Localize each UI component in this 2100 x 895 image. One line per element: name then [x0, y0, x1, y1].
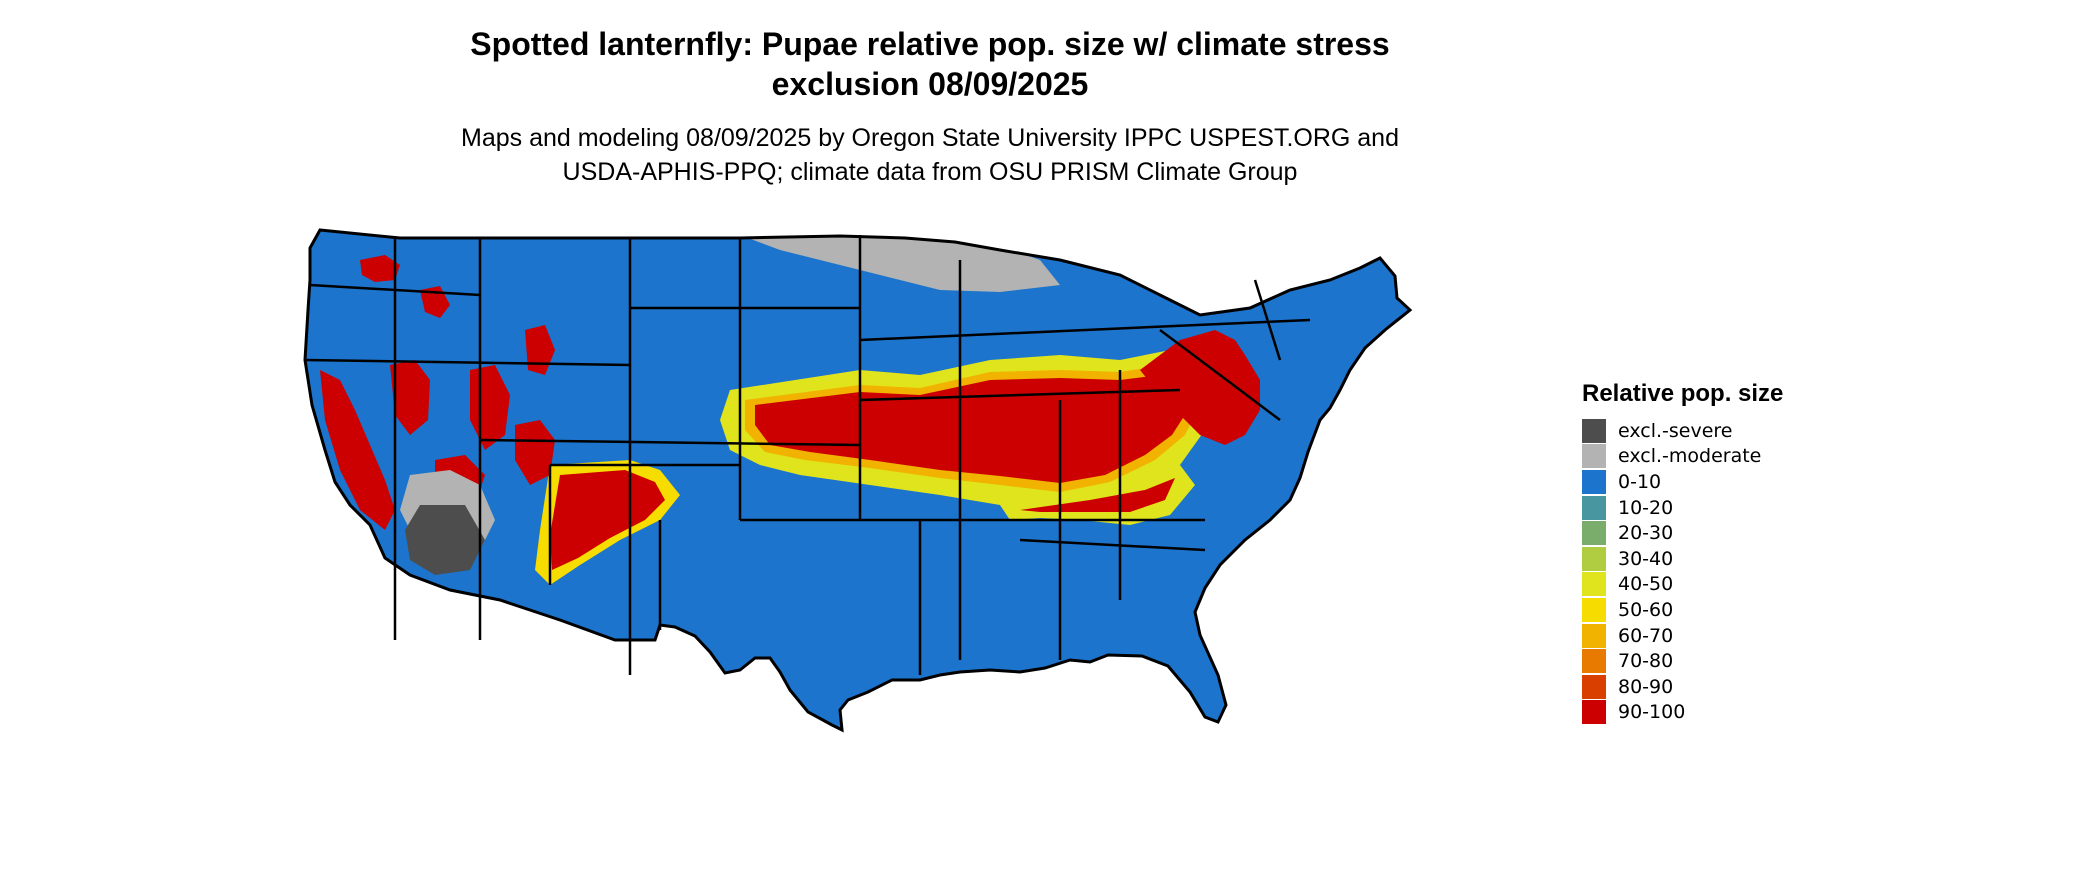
legend-swatch	[1582, 649, 1606, 674]
legend-label: 60-70	[1618, 624, 1674, 647]
legend-swatch	[1582, 674, 1606, 699]
legend-item: 90-100	[1582, 700, 1783, 726]
legend-swatch	[1582, 469, 1606, 494]
legend-swatch	[1582, 444, 1606, 469]
legend-item: excl.-moderate	[1582, 444, 1783, 470]
subtitle-line-2: USDA-APHIS-PPQ; climate data from OSU PR…	[562, 158, 1298, 186]
legend-label: 40-50	[1618, 573, 1674, 596]
us-map	[300, 220, 1550, 890]
legend-label: 70-80	[1618, 650, 1674, 673]
map-subtitle: Maps and modeling 08/09/2025 by Oregon S…	[0, 121, 1860, 189]
legend-swatch	[1582, 521, 1606, 546]
legend-swatch	[1582, 623, 1606, 648]
map-title: Spotted lanternfly: Pupae relative pop. …	[0, 24, 1860, 104]
legend-label: 0-10	[1618, 470, 1662, 493]
map-legend: Relative pop. size excl.-severe excl.-mod…	[1582, 380, 1783, 725]
legend-item: 20-30	[1582, 520, 1783, 546]
legend-label: 50-60	[1618, 598, 1674, 621]
legend-label: 90-100	[1618, 701, 1686, 724]
legend-item: 0-10	[1582, 469, 1783, 495]
subtitle-line-1: Maps and modeling 08/09/2025 by Oregon S…	[461, 124, 1399, 152]
legend-swatch	[1582, 700, 1606, 725]
legend-label: excl.-severe	[1618, 419, 1733, 442]
legend-swatch	[1582, 572, 1606, 597]
us-map-svg	[303, 228, 1412, 732]
legend-item: excl.-severe	[1582, 418, 1783, 444]
legend-item: 60-70	[1582, 623, 1783, 649]
legend-label: excl.-moderate	[1618, 445, 1762, 468]
legend-swatch	[1582, 546, 1606, 571]
legend-item: 10-20	[1582, 495, 1783, 521]
title-line-2: exclusion 08/09/2025	[771, 66, 1089, 102]
legend-items: excl.-severe excl.-moderate 0-10 10-20 20-30…	[1582, 418, 1783, 725]
legend-swatch	[1582, 495, 1606, 520]
legend-label: 30-40	[1618, 547, 1674, 570]
legend-item: 50-60	[1582, 597, 1783, 623]
legend-item: 80-90	[1582, 674, 1783, 700]
legend-item: 40-50	[1582, 572, 1783, 598]
legend-label: 10-20	[1618, 496, 1674, 519]
legend-title: Relative pop. size	[1582, 380, 1784, 407]
legend-item: 70-80	[1582, 648, 1783, 674]
legend-item: 30-40	[1582, 546, 1783, 572]
legend-swatch	[1582, 597, 1606, 622]
title-line-1: Spotted lanternfly: Pupae relative pop. …	[470, 26, 1390, 62]
legend-label: 80-90	[1618, 675, 1674, 698]
legend-label: 20-30	[1618, 522, 1674, 545]
legend-swatch	[1582, 418, 1606, 443]
